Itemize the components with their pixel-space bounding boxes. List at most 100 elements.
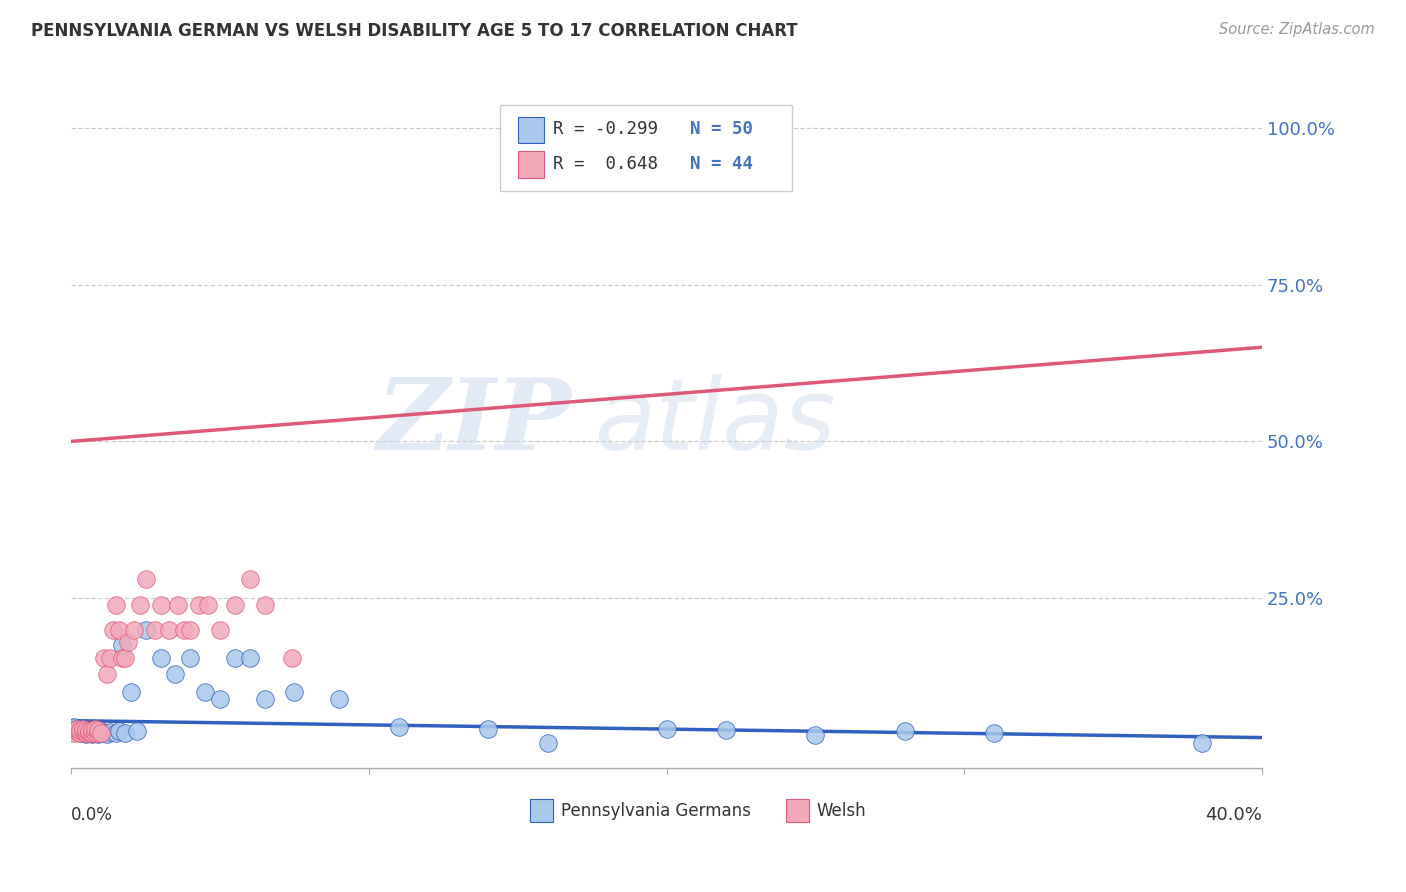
Point: [90, 725, 112, 739]
Point: [75, 727, 97, 741]
Bar: [517, 152, 544, 178]
Point: [77, 726, 100, 740]
Point: [114, 725, 136, 739]
Point: [536, 736, 558, 750]
Point: [117, 635, 139, 649]
Point: [66, 724, 89, 739]
Point: [1191, 736, 1213, 750]
Point: [72, 723, 94, 737]
Point: [125, 724, 148, 739]
Point: [69, 722, 91, 736]
Point: [98, 651, 121, 665]
Point: [983, 726, 1005, 740]
Point: [122, 623, 145, 637]
Point: [239, 573, 262, 587]
Point: [194, 685, 217, 699]
Text: N = 44: N = 44: [690, 154, 754, 173]
Text: Welsh: Welsh: [817, 802, 866, 820]
Point: [135, 573, 157, 587]
Point: [87, 727, 110, 741]
Point: [167, 598, 190, 612]
Point: [84, 726, 107, 740]
Point: [63, 726, 86, 740]
Point: [90, 724, 112, 739]
Point: [209, 623, 232, 637]
Point: [87, 723, 110, 737]
Point: [96, 666, 118, 681]
Point: [77, 724, 100, 739]
Point: [179, 651, 201, 665]
Point: [253, 598, 276, 612]
Point: [66, 722, 89, 736]
Point: [75, 723, 97, 737]
Point: [75, 723, 97, 737]
Point: [77, 724, 100, 739]
Text: N = 50: N = 50: [690, 120, 754, 138]
Point: [477, 722, 499, 736]
Point: [80, 725, 103, 739]
Point: [93, 651, 115, 665]
Point: [72, 724, 94, 739]
Point: [253, 691, 276, 706]
Point: [108, 623, 131, 637]
Point: [655, 722, 678, 736]
Point: [63, 720, 86, 734]
Point: [96, 727, 118, 741]
FancyBboxPatch shape: [501, 105, 792, 191]
Point: [80, 727, 103, 741]
Point: [714, 723, 737, 737]
Point: [75, 725, 97, 739]
Point: [143, 623, 166, 637]
Point: [114, 651, 136, 665]
Point: [120, 685, 142, 699]
Bar: [786, 799, 810, 822]
Point: [98, 725, 121, 739]
Point: [75, 725, 97, 739]
Point: [893, 724, 915, 739]
Point: [149, 598, 172, 612]
Point: [101, 623, 124, 637]
Point: [128, 598, 150, 612]
Bar: [530, 799, 554, 822]
Point: [80, 725, 103, 739]
Point: [84, 724, 107, 739]
Point: [72, 726, 94, 740]
Text: 0.0%: 0.0%: [72, 805, 112, 823]
Text: R = -0.299: R = -0.299: [554, 120, 658, 138]
Point: [283, 685, 305, 699]
Point: [72, 724, 94, 739]
Point: [84, 726, 107, 740]
Point: [104, 598, 127, 612]
Point: [69, 723, 91, 737]
Point: [69, 726, 91, 740]
Point: [84, 722, 107, 736]
Point: [149, 651, 172, 665]
Point: [77, 726, 100, 740]
Point: [69, 723, 91, 737]
Point: [280, 651, 302, 665]
Point: [388, 720, 411, 734]
Point: [328, 691, 350, 706]
Point: [165, 666, 187, 681]
Point: [66, 724, 89, 739]
Point: [111, 638, 134, 652]
Point: [80, 723, 103, 737]
Point: [111, 651, 134, 665]
Point: [159, 623, 181, 637]
Point: [179, 623, 201, 637]
Point: [197, 598, 219, 612]
Point: [104, 725, 127, 739]
Point: [804, 728, 827, 742]
Point: [93, 725, 115, 739]
Point: [108, 724, 131, 739]
Bar: [517, 117, 544, 143]
Text: R =  0.648: R = 0.648: [554, 154, 658, 173]
Point: [239, 651, 262, 665]
Point: [72, 723, 94, 737]
Point: [87, 725, 110, 739]
Text: 40.0%: 40.0%: [1205, 805, 1263, 823]
Text: atlas: atlas: [595, 374, 837, 471]
Point: [224, 651, 246, 665]
Point: [135, 623, 157, 637]
Point: [173, 623, 195, 637]
